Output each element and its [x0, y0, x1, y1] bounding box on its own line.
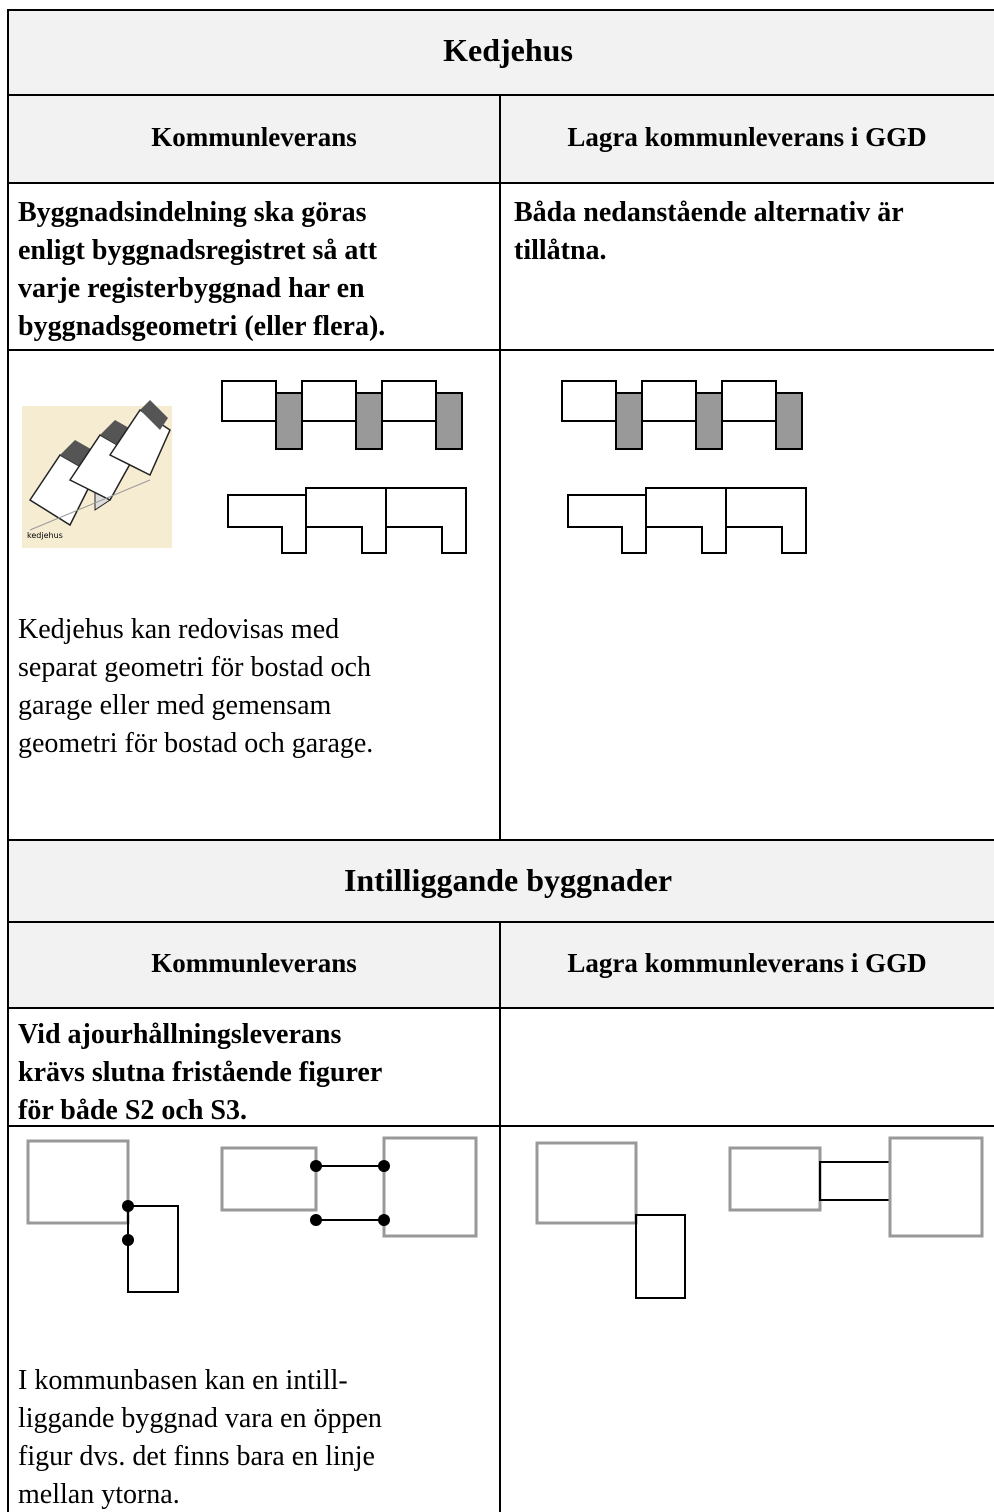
note-text: I kommunbasen kan en intill- liggande by…	[18, 1362, 382, 1512]
text-line: Kedjehus kan redovisas med	[18, 614, 340, 645]
text-line: Vid ajourhållningsleverans	[18, 1019, 342, 1050]
house-illustration: kedjehus	[22, 400, 172, 548]
text-line: varje registerbyggnad har en	[18, 273, 365, 304]
rule-line	[8, 1125, 994, 1127]
rule-line	[8, 349, 994, 351]
text-line: mellan ytorna.	[18, 1479, 180, 1510]
rule-line	[8, 921, 994, 923]
text-line: byggnadsgeometri (eller flera).	[18, 311, 386, 342]
text-line: I kommunbasen kan en intill-	[18, 1365, 348, 1396]
text-line: krävs slutna fristående figurer	[18, 1057, 383, 1088]
text-line: geometri för bostad och garage.	[18, 728, 374, 759]
rule-line	[8, 182, 994, 184]
section-title: Kedjehus	[443, 32, 573, 68]
text-line: liggande byggnad vara en öppen	[18, 1403, 382, 1434]
rule-line	[7, 9, 9, 1512]
text-line: figur dvs. det finns bara en linje	[18, 1441, 375, 1472]
rule-line	[499, 921, 501, 1512]
rule-text: Båda nedanstående alternativ är tillåtna…	[514, 194, 904, 270]
rule-line	[8, 9, 994, 11]
column-header: Lagra kommunleverans i GGD	[567, 122, 927, 152]
rule-line	[499, 94, 501, 840]
text-line: Båda nedanstående alternativ är	[514, 197, 904, 228]
column-header: Kommunleverans	[151, 122, 357, 152]
text-line: separat geometri för bostad och	[18, 652, 371, 683]
chain-diagram	[221, 380, 807, 554]
rule-text: Vid ajourhållningsleverans krävs slutna …	[18, 1016, 382, 1130]
header-bg	[8, 10, 994, 95]
text-line: för både S2 och S3.	[18, 1095, 247, 1126]
text-line: Byggnadsindelning ska göras	[18, 197, 367, 228]
text-line: enligt byggnadsregistret så att	[18, 235, 378, 266]
section-title: Intilliggande byggnader	[343, 862, 673, 898]
rule-line	[8, 94, 994, 96]
header-bg	[8, 95, 994, 183]
image-caption: kedjehus	[27, 531, 63, 540]
header-bg	[8, 922, 994, 1008]
text-line: garage eller med gemensam	[18, 690, 332, 721]
rule-text: Byggnadsindelning ska göras enligt byggn…	[18, 194, 385, 346]
column-header: Lagra kommunleverans i GGD	[567, 948, 927, 978]
note-text: Kedjehus kan redovisas med separat geome…	[18, 611, 373, 763]
rule-line	[8, 1007, 994, 1009]
header-bg	[8, 840, 994, 922]
adjacent-diagram	[26, 1136, 984, 1299]
column-header: Kommunleverans	[151, 948, 357, 978]
rule-line	[8, 839, 994, 841]
text-line: tillåtna.	[514, 235, 607, 266]
